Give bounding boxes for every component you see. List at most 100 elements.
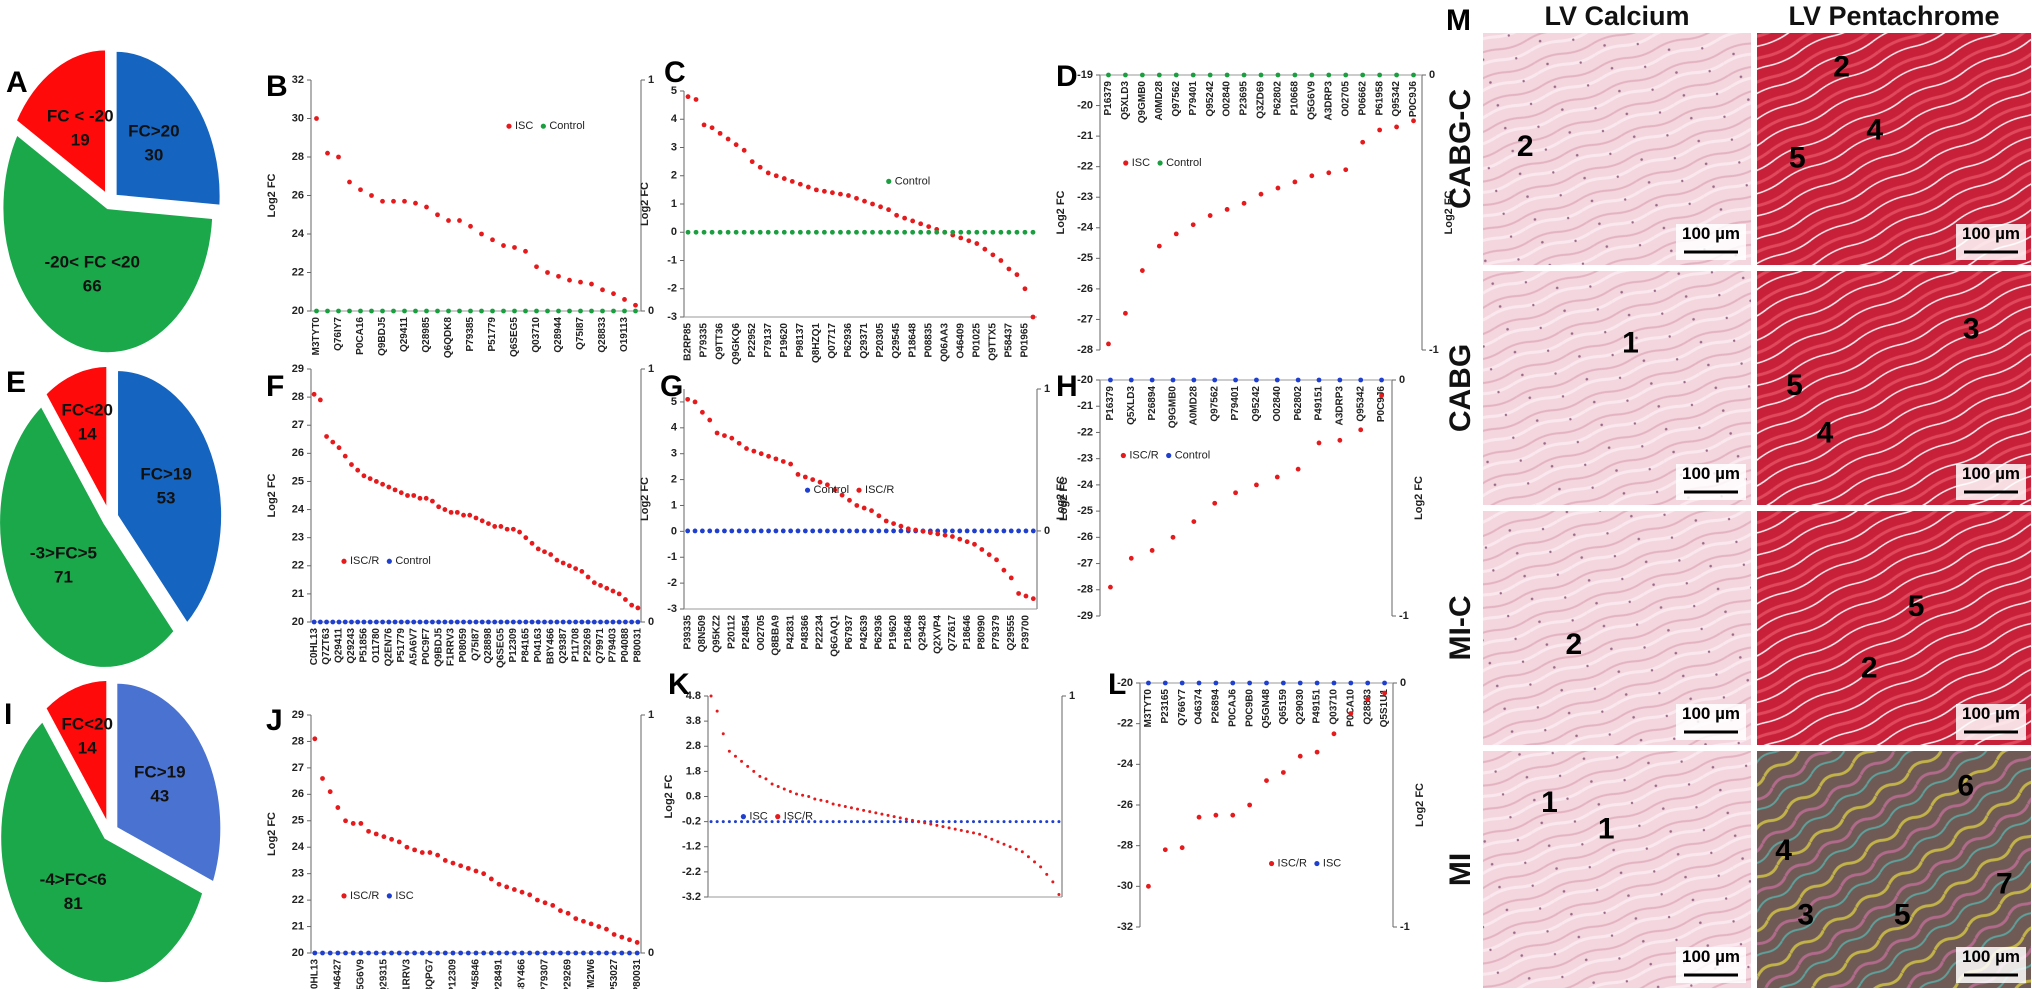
- x-tick-label: P51779: [396, 628, 407, 663]
- data-point: [589, 308, 594, 314]
- data-point: [880, 812, 884, 816]
- data-point: [358, 950, 364, 956]
- data-point: [566, 619, 572, 625]
- data-point: [581, 950, 586, 956]
- x-tick-label: P22234: [815, 615, 826, 650]
- legend-label: ISC: [1132, 157, 1150, 169]
- data-point: [892, 815, 896, 819]
- y-tick-label: 26: [292, 788, 304, 800]
- legend-label: ISC/R: [865, 484, 894, 496]
- data-point: [920, 528, 926, 534]
- data-point: [386, 619, 392, 625]
- data-point: [430, 498, 435, 504]
- data-point: [554, 557, 560, 563]
- data-point: [1254, 482, 1259, 488]
- panel-label: I: [4, 698, 12, 731]
- data-point: [1022, 286, 1028, 292]
- data-point: [807, 795, 811, 798]
- data-point: [492, 524, 498, 529]
- data-point: [764, 820, 768, 824]
- slice-value: 71: [54, 567, 73, 586]
- scale-bar-label: 100 µm: [1682, 704, 1740, 723]
- y2-tick-label: 1: [648, 74, 654, 86]
- data-point: [498, 524, 504, 529]
- row-label: CABG-C: [1444, 89, 1477, 209]
- data-point: [795, 820, 798, 824]
- data-point: [972, 528, 977, 534]
- y-tick-label: 23: [292, 868, 304, 880]
- scale-bar-label: 100 µm: [1962, 947, 2020, 966]
- data-point: [366, 950, 371, 956]
- data-point: [813, 820, 817, 824]
- y-tick-label: -25: [1077, 252, 1093, 264]
- data-point: [419, 850, 425, 855]
- data-point: [604, 926, 609, 932]
- x-tick-label: Q5GN48: [1261, 689, 1272, 729]
- data-point: [1379, 393, 1384, 399]
- x-tick-label: B8Y466: [545, 628, 556, 665]
- x-tick-label: Q95342: [1355, 386, 1366, 422]
- x-tick-label: P11708: [570, 628, 581, 662]
- legend-marker: [740, 814, 747, 820]
- data-point: [512, 308, 517, 314]
- data-point: [765, 170, 771, 176]
- data-point: [979, 528, 985, 534]
- data-point: [685, 396, 691, 402]
- legend-label: Control: [1175, 449, 1210, 461]
- y-tick-label: -3: [667, 311, 677, 323]
- region-number: 3: [1963, 312, 1980, 345]
- data-point: [366, 828, 371, 834]
- data-point: [965, 820, 969, 824]
- data-point: [411, 619, 417, 625]
- data-point: [450, 860, 456, 866]
- legend-marker: [506, 123, 512, 129]
- legend-label: ISC/R: [350, 890, 379, 902]
- data-point: [1295, 377, 1301, 383]
- data-point: [633, 308, 638, 314]
- x-tick-label: P45846: [471, 959, 482, 989]
- data-point: [504, 950, 510, 956]
- data-point: [591, 580, 597, 586]
- y-tick-label: -21: [1077, 400, 1093, 412]
- data-point: [1309, 173, 1315, 179]
- data-point: [404, 950, 410, 956]
- x-tick-label: P61958: [1374, 81, 1385, 116]
- y-axis-label: Log2 FC: [663, 774, 675, 818]
- data-point: [312, 950, 318, 956]
- slice-label: FC < -20: [47, 107, 114, 126]
- data-point: [424, 308, 429, 314]
- data-point: [1149, 377, 1155, 383]
- y2-tick-label: 1: [1069, 690, 1075, 702]
- data-point: [727, 749, 731, 753]
- data-point: [398, 619, 404, 625]
- data-point: [891, 528, 896, 534]
- x-tick-label: Q6SEG5: [496, 628, 507, 668]
- y-tick-label: -20: [1077, 99, 1093, 111]
- data-point: [966, 229, 972, 235]
- data-point: [386, 484, 392, 490]
- legend-marker: [1314, 860, 1320, 867]
- data-point: [343, 818, 348, 824]
- data-point: [512, 245, 517, 250]
- y-tick-label: 3: [671, 448, 677, 460]
- data-point: [805, 229, 811, 235]
- y-tick-label: -1.2: [682, 841, 701, 853]
- x-tick-label: A5A6V7: [408, 628, 419, 666]
- data-point: [709, 125, 715, 131]
- data-point: [550, 950, 556, 956]
- data-point: [556, 273, 561, 279]
- data-point: [611, 291, 616, 297]
- data-point: [446, 308, 451, 314]
- data-point: [402, 308, 407, 314]
- data-point: [1274, 474, 1280, 480]
- data-point: [550, 903, 556, 908]
- x-tick-label: Q03710: [1329, 689, 1340, 725]
- y-tick-label: 22: [292, 266, 304, 278]
- y-tick-label: 5: [671, 85, 677, 97]
- x-tick-label: P58437: [1004, 323, 1015, 358]
- region-number: 4: [1866, 114, 1883, 147]
- data-point: [336, 619, 342, 625]
- data-point: [1123, 72, 1128, 78]
- slice-value: 19: [71, 131, 90, 150]
- data-point: [1190, 222, 1196, 228]
